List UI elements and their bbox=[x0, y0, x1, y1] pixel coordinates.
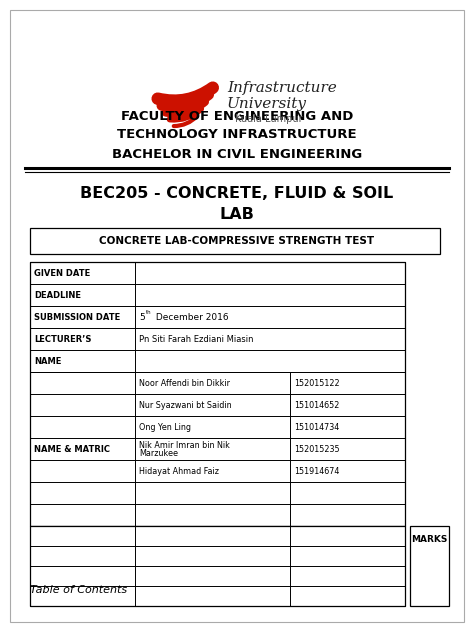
Text: Infrastructure: Infrastructure bbox=[227, 81, 337, 95]
Text: 151914674: 151914674 bbox=[294, 466, 339, 475]
Text: 5: 5 bbox=[139, 312, 145, 322]
Text: DEADLINE: DEADLINE bbox=[34, 291, 81, 300]
Text: CONCRETE LAB-COMPRESSIVE STRENGTH TEST: CONCRETE LAB-COMPRESSIVE STRENGTH TEST bbox=[100, 236, 374, 246]
Text: 151014652: 151014652 bbox=[294, 401, 339, 410]
FancyArrowPatch shape bbox=[158, 88, 213, 100]
FancyArrowPatch shape bbox=[162, 95, 209, 107]
Text: Hidayat Ahmad Faiz: Hidayat Ahmad Faiz bbox=[139, 466, 219, 475]
Text: Nur Syazwani bt Saidin: Nur Syazwani bt Saidin bbox=[139, 401, 232, 410]
Bar bbox=[30, 526, 405, 606]
FancyArrowPatch shape bbox=[166, 102, 205, 113]
Text: 152015235: 152015235 bbox=[294, 444, 340, 454]
Text: th: th bbox=[146, 310, 151, 315]
Text: LECTURER’S: LECTURER’S bbox=[34, 334, 91, 344]
Text: FACULTY OF ENGINEERING AND
TECHNOLOGY INFRASTRUCTURE
BACHELOR IN CIVIL ENGINEERI: FACULTY OF ENGINEERING AND TECHNOLOGY IN… bbox=[112, 109, 362, 161]
Text: 151014734: 151014734 bbox=[294, 423, 339, 432]
Text: GIVEN DATE: GIVEN DATE bbox=[34, 269, 90, 277]
Text: Table of Contents: Table of Contents bbox=[30, 585, 127, 595]
Text: NAME & MATRIC: NAME & MATRIC bbox=[34, 444, 110, 454]
Text: Marzukee: Marzukee bbox=[139, 449, 178, 458]
Bar bbox=[30, 228, 440, 254]
Bar bbox=[30, 262, 405, 526]
Text: Nik Amir Imran bin Nik: Nik Amir Imran bin Nik bbox=[139, 441, 230, 450]
Text: Noor Affendi bin Dikkir: Noor Affendi bin Dikkir bbox=[139, 379, 230, 387]
Text: NAME: NAME bbox=[34, 356, 61, 365]
Text: University: University bbox=[227, 97, 307, 111]
Text: Kuala Lumpur: Kuala Lumpur bbox=[235, 114, 302, 124]
Text: Pn Siti Farah Ezdiani Miasin: Pn Siti Farah Ezdiani Miasin bbox=[139, 334, 254, 344]
Text: SUBMISSION DATE: SUBMISSION DATE bbox=[34, 312, 120, 322]
Bar bbox=[410, 526, 449, 606]
FancyArrowPatch shape bbox=[170, 109, 201, 119]
Text: BEC205 - CONCRETE, FLUID & SOIL
LAB: BEC205 - CONCRETE, FLUID & SOIL LAB bbox=[81, 186, 393, 222]
Text: 152015122: 152015122 bbox=[294, 379, 340, 387]
Text: December 2016: December 2016 bbox=[153, 312, 228, 322]
Text: Ong Yen Ling: Ong Yen Ling bbox=[139, 423, 191, 432]
Text: MARKS: MARKS bbox=[411, 535, 447, 545]
FancyArrowPatch shape bbox=[174, 116, 197, 126]
